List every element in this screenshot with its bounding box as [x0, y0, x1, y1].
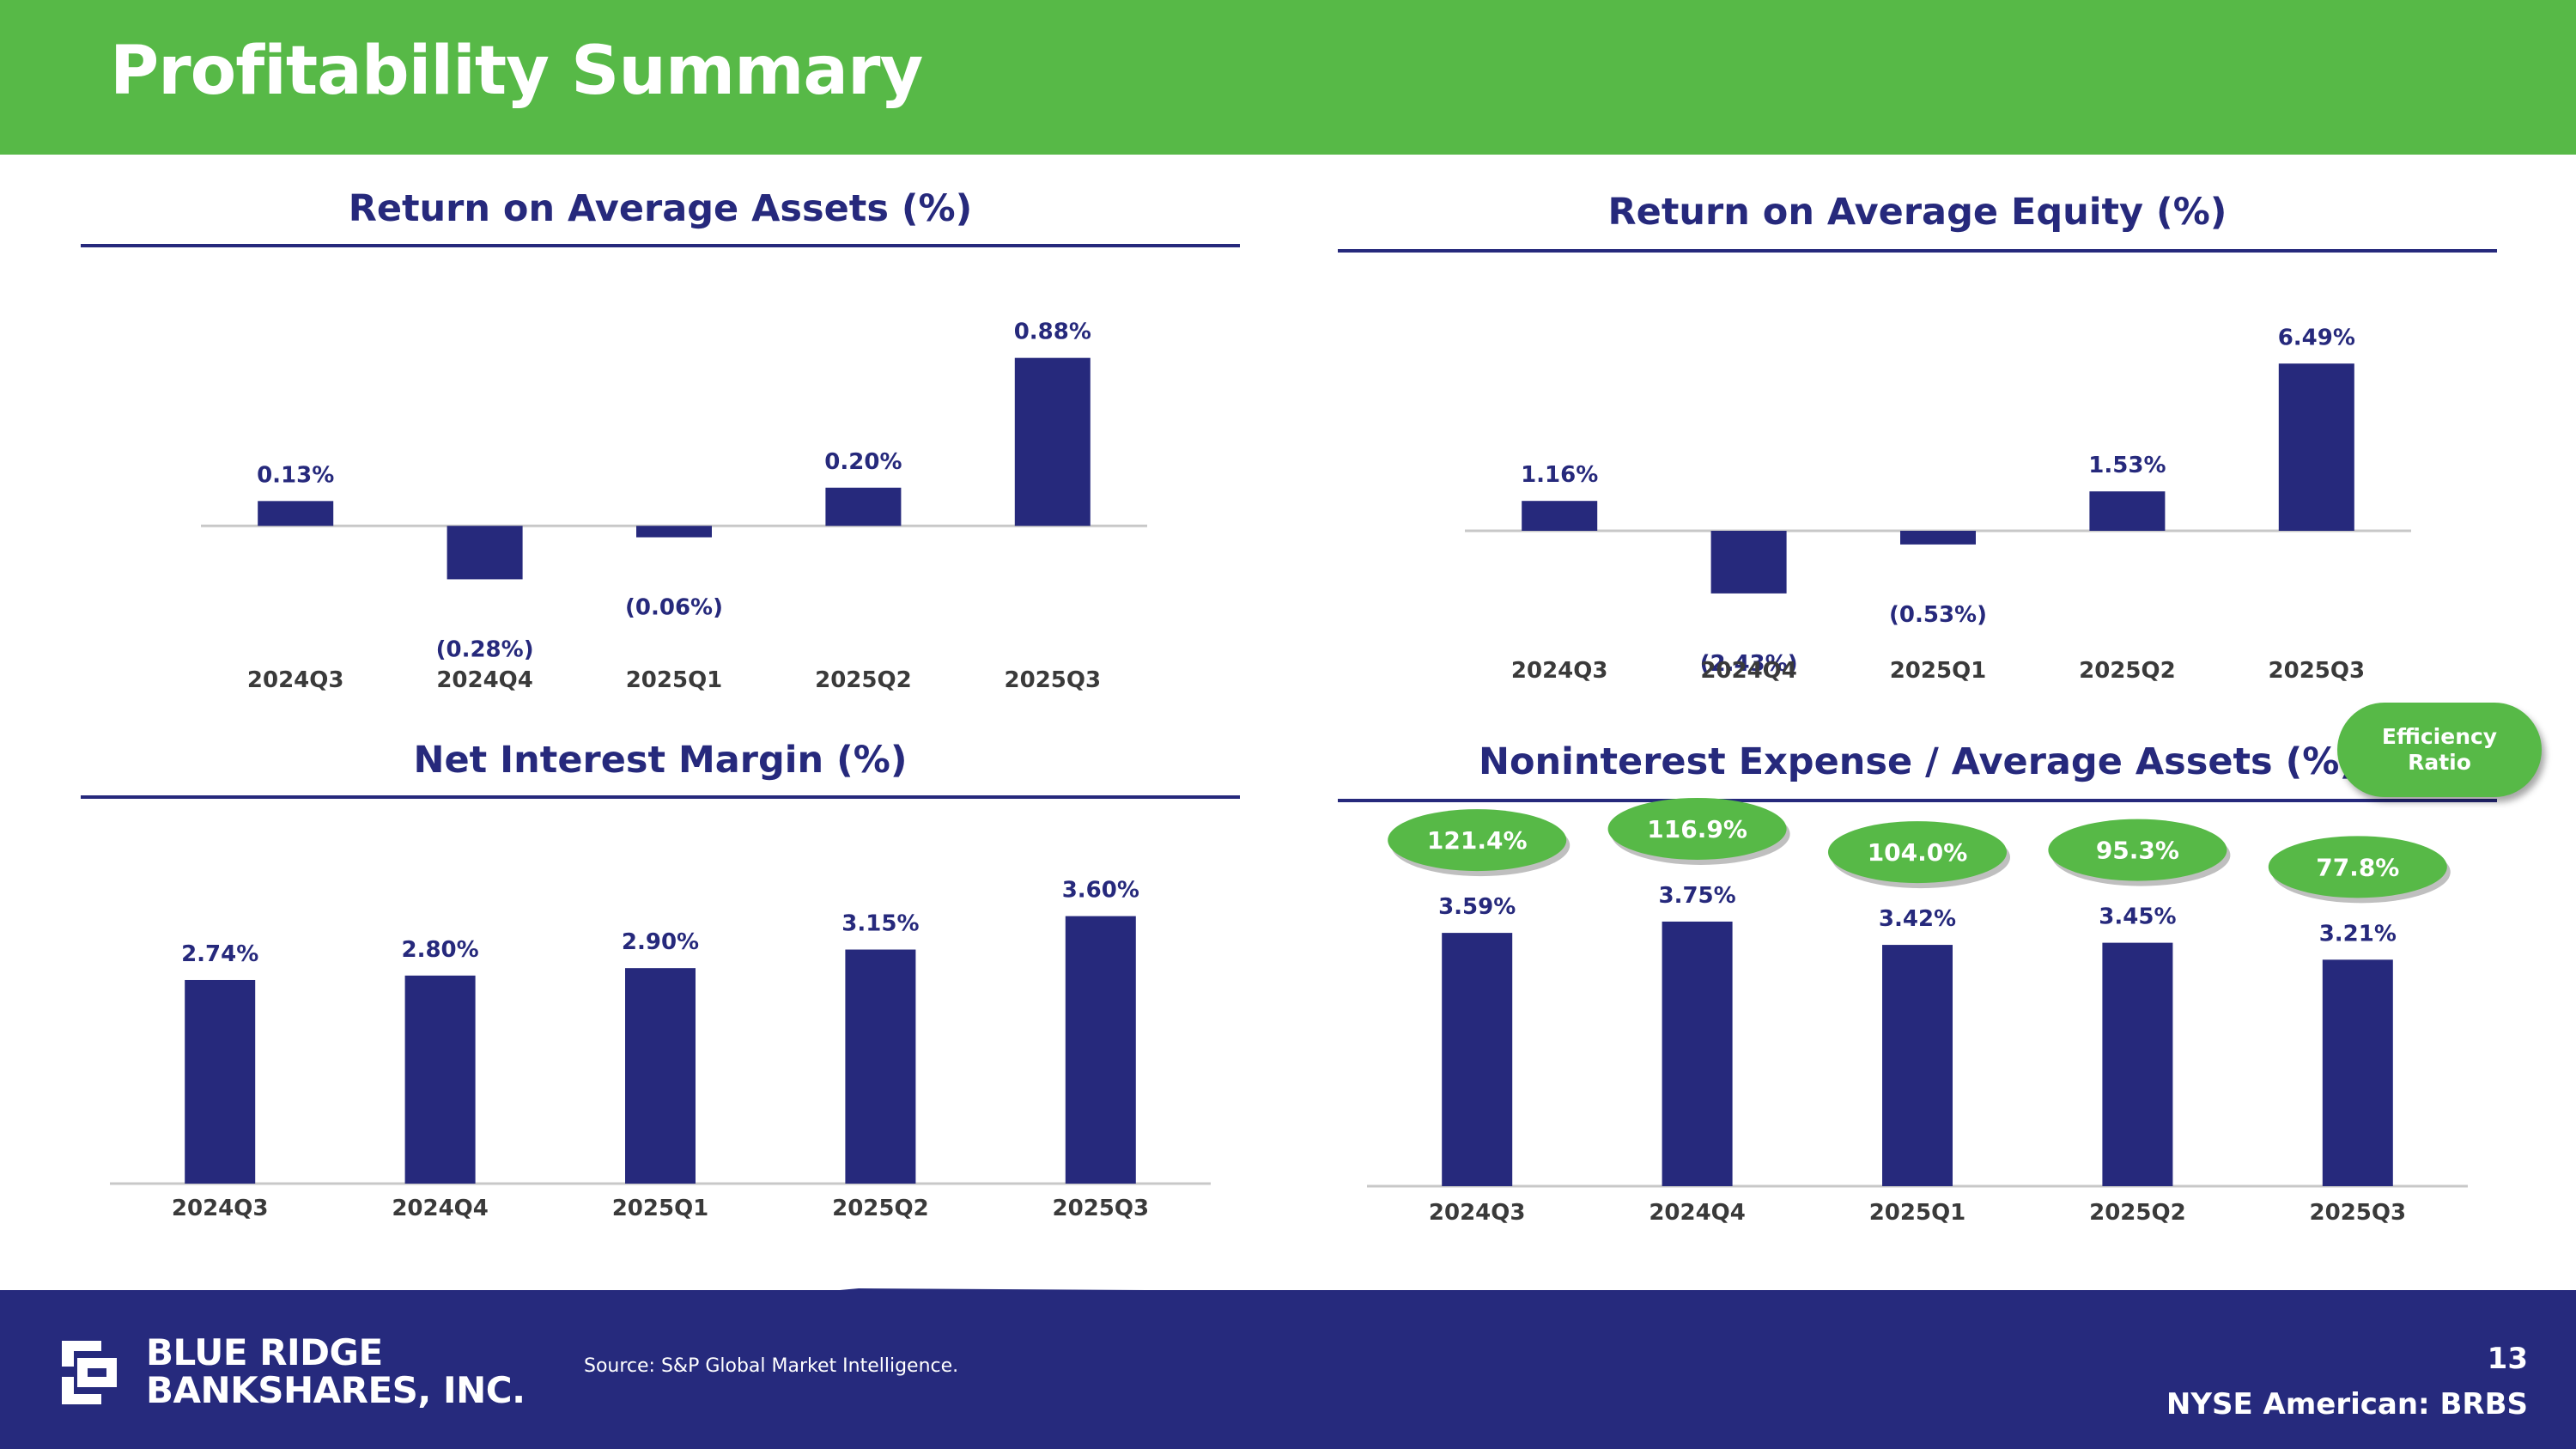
efficiency-ratio-pill: 121.4%: [1388, 809, 1571, 877]
roae-value-label: 6.49%: [2278, 325, 2355, 350]
nim-chart: 2.74% 2024Q3 2.80% 2024Q4 2.90% 2025Q1 3.15% 20…: [110, 878, 1211, 1221]
nim-value-label: 2.90%: [622, 929, 699, 955]
footer-band: [0, 1290, 2576, 1449]
nie-panel: Noninterest Expense / Average Assets (%)…: [1338, 732, 2497, 1247]
nim-value-label: 2.80%: [401, 937, 478, 963]
roaa-category-label: 2024Q4: [436, 667, 533, 693]
efficiency-ratio-label: 121.4%: [1427, 826, 1528, 855]
roae-bar: [1900, 531, 1976, 545]
nim-panel: Net Interest Margin (%) 2.74% 2024Q3 2.80%…: [81, 732, 1240, 1247]
nim-value-label: 2.74%: [181, 941, 258, 967]
nim-bar: [404, 975, 476, 1184]
roae-value-label: (0.53%): [1889, 602, 1987, 628]
nim-bar: [1065, 916, 1136, 1184]
roaa-category-label: 2025Q2: [815, 667, 912, 693]
nie-bar: [1442, 933, 1513, 1186]
roae-bar: [2089, 491, 2166, 531]
nie-value-label: 3.42%: [1879, 906, 1956, 932]
page-title: Profitability Summary: [110, 33, 923, 110]
nie-title-rule: [1338, 799, 2497, 802]
nim-category-label: 2024Q4: [392, 1196, 489, 1221]
efficiency-legend-line2: Ratio: [2408, 750, 2471, 775]
roae-chart: 1.16% 2024Q3 (2.43%)2024Q4 (0.53%) 2025Q1 1.5…: [1465, 325, 2411, 684]
nim-bar: [185, 979, 256, 1184]
source-note: Source: S&P Global Market Intelligence.: [584, 1355, 959, 1377]
header-banner: Profitability Summary: [0, 0, 2576, 155]
roae-value-label: 1.16%: [1521, 462, 1598, 488]
ticker-symbol: NYSE American: BRBS: [2166, 1387, 2528, 1422]
nie-category-label: 2025Q1: [1869, 1200, 1966, 1226]
roae-panel: Return on Average Equity (%) 1.16% 2024Q3…: [1338, 180, 2497, 713]
efficiency-ratio-label: 104.0%: [1868, 838, 1968, 867]
roaa-category-label: 2025Q3: [1005, 667, 1102, 693]
efficiency-ratio-label: 77.8%: [2316, 853, 2399, 881]
nim-category-label: 2025Q3: [1053, 1196, 1150, 1221]
roaa-value-label: (0.06%): [625, 595, 723, 621]
roaa-bar: [636, 526, 712, 538]
nie-category-label: 2025Q3: [2310, 1200, 2407, 1226]
nie-bar: [2322, 959, 2393, 1186]
roaa-bar: [447, 526, 523, 580]
roaa-title: Return on Average Assets (%): [348, 187, 973, 230]
roaa-title-rule: [81, 244, 1240, 247]
company-logo-icon: [62, 1341, 117, 1404]
efficiency-ratio-pill: 77.8%: [2268, 836, 2451, 904]
nie-title: Noninterest Expense / Average Assets (%): [1479, 740, 2356, 783]
roaa-bar: [258, 501, 334, 527]
nim-category-label: 2025Q2: [832, 1196, 929, 1221]
efficiency-ratio-label: 95.3%: [2096, 837, 2179, 865]
nim-bar: [625, 968, 696, 1184]
company-name-line1: BLUE RIDGE: [146, 1331, 383, 1373]
nie-bar: [2102, 942, 2173, 1186]
roaa-value-label: 0.88%: [1014, 320, 1091, 345]
nie-value-label: 3.59%: [1438, 894, 1516, 920]
roae-bar: [1522, 501, 1598, 531]
efficiency-ratio-label: 116.9%: [1647, 815, 1747, 843]
roae-bar: [1710, 531, 1787, 594]
nim-category-label: 2025Q1: [612, 1196, 709, 1221]
roaa-value-label: (0.28%): [436, 636, 534, 662]
nim-value-label: 3.60%: [1062, 878, 1139, 904]
nim-category-label: 2024Q3: [172, 1196, 269, 1221]
roaa-value-label: 0.13%: [257, 462, 334, 488]
nie-value-label: 3.75%: [1658, 883, 1735, 909]
nie-value-label: 3.21%: [2319, 921, 2397, 947]
nie-category-label: 2024Q3: [1429, 1200, 1526, 1226]
nie-bar: [1882, 945, 1953, 1186]
roae-category-label: 2025Q3: [2269, 658, 2366, 684]
efficiency-legend-line1: Efficiency: [2381, 724, 2498, 749]
roae-value-label: 1.53%: [2088, 453, 2166, 478]
nim-value-label: 3.15%: [841, 911, 919, 937]
efficiency-ratio-pill: 104.0%: [1828, 821, 2010, 889]
nie-bar: [1662, 921, 1733, 1186]
company-name-line2: BANKSHARES, INC.: [146, 1369, 526, 1411]
nie-category-label: 2025Q2: [2089, 1200, 2186, 1226]
page-number: 13: [2487, 1342, 2528, 1376]
roaa-panel: Return on Average Assets (%) 0.13% 2024Q3…: [81, 180, 1240, 713]
efficiency-ratio-pill: 116.9%: [1607, 797, 1790, 865]
roae-category-label: 2024Q4: [1700, 658, 1797, 684]
roae-title-rule: [1338, 249, 2497, 253]
efficiency-ratio-legend: Efficiency Ratio: [2337, 703, 2542, 797]
roae-category-label: 2025Q1: [1890, 658, 1987, 684]
roaa-bar: [825, 487, 902, 527]
nim-bar: [845, 949, 916, 1184]
roae-title: Return on Average Equity (%): [1607, 191, 2227, 234]
nim-title: Net Interest Margin (%): [413, 739, 908, 782]
roae-category-label: 2024Q3: [1511, 658, 1608, 684]
roaa-chart: 0.13% 2024Q3 (0.28%) 2024Q4 (0.06%) 2025Q1 0.2…: [201, 320, 1147, 693]
efficiency-ratio-pill: 95.3%: [2048, 819, 2231, 886]
roaa-bar: [1014, 357, 1091, 527]
nie-chart: 3.59% 2024Q3 121.4% 3.75% 2024Q4 116.9% 3.42% 2…: [1367, 797, 2468, 1226]
roaa-category-label: 2025Q1: [626, 667, 723, 693]
nim-title-rule: [81, 795, 1240, 799]
roaa-value-label: 0.20%: [824, 449, 902, 475]
roaa-category-label: 2024Q3: [247, 667, 344, 693]
roae-category-label: 2025Q2: [2079, 658, 2176, 684]
roae-value-label: (2.43%): [1700, 651, 1798, 677]
nie-category-label: 2024Q4: [1649, 1200, 1746, 1226]
roae-bar: [2278, 363, 2354, 531]
nie-value-label: 3.45%: [2099, 904, 2176, 930]
